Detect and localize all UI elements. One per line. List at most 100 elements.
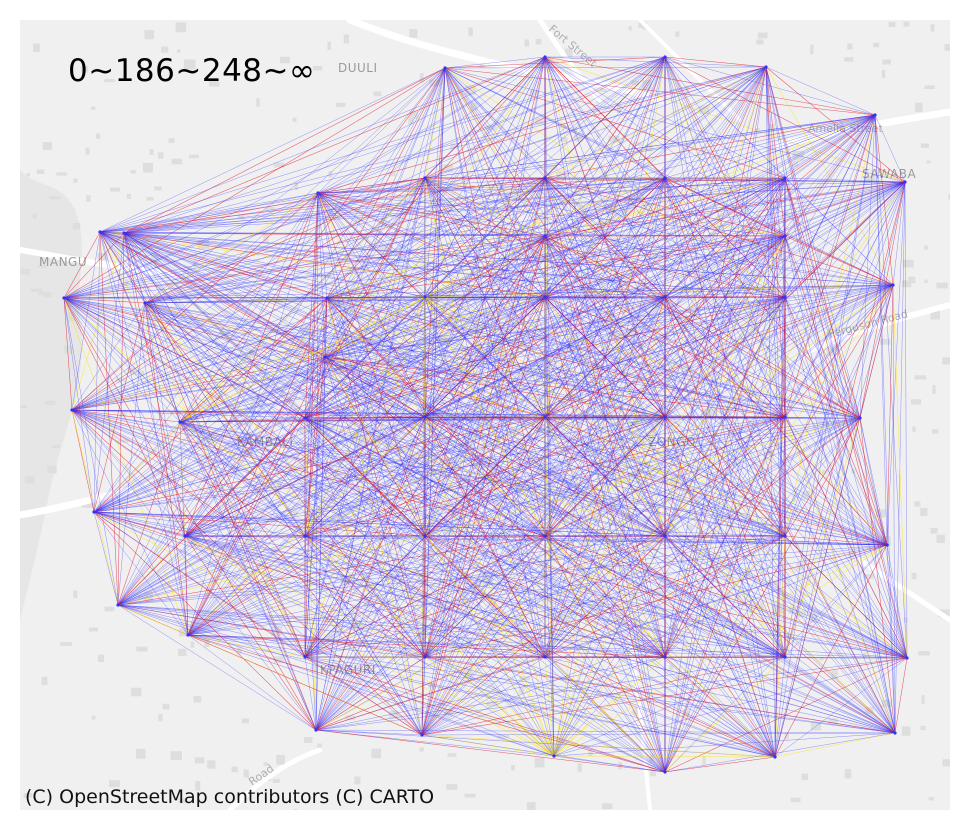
flow-line	[324, 356, 786, 537]
building-footprint	[381, 217, 387, 227]
flow-line	[187, 535, 666, 636]
building-footprint	[819, 657, 824, 661]
flow-line	[71, 409, 306, 419]
flow-line	[304, 656, 555, 757]
flow-line	[71, 409, 189, 636]
building-footprint	[49, 196, 61, 200]
flow-line	[315, 56, 666, 731]
building-footprint	[419, 747, 424, 752]
flow-line	[784, 181, 906, 537]
flow-line	[664, 177, 888, 546]
building-footprint	[583, 541, 588, 547]
flow-line	[324, 296, 786, 358]
flow-line	[784, 417, 861, 537]
flow-line	[664, 56, 876, 116]
flow-line	[71, 296, 666, 411]
flow-line	[304, 417, 555, 757]
flow-line	[664, 535, 908, 659]
building-footprint	[230, 466, 240, 471]
flow-line	[784, 416, 888, 546]
od-node-n28	[783, 415, 787, 419]
flow-line	[894, 657, 908, 734]
building-footprint	[178, 798, 186, 804]
building-footprint	[355, 218, 361, 223]
flow-line	[123, 232, 326, 358]
flow-line	[553, 416, 666, 757]
flow-line	[99, 114, 876, 233]
flow-line	[93, 511, 189, 636]
flow-line	[324, 235, 786, 358]
flow-line	[187, 634, 908, 659]
flow-line	[784, 114, 876, 237]
building-footprint	[90, 106, 96, 110]
flow-line	[317, 192, 896, 734]
flow-line	[326, 297, 423, 736]
flow-line	[93, 235, 546, 513]
flow-line	[784, 296, 896, 734]
flow-line	[71, 296, 786, 411]
building-footprint	[150, 254, 160, 263]
flow-line	[317, 56, 546, 194]
building-footprint	[542, 253, 553, 262]
flow-line	[553, 544, 888, 757]
building-footprint	[204, 637, 210, 648]
building-footprint	[178, 648, 187, 656]
building-footprint	[170, 751, 182, 760]
flow-line	[63, 235, 546, 299]
od-node-n31	[183, 534, 187, 538]
flow-line	[544, 535, 896, 734]
building-footprint	[227, 296, 233, 302]
flow-line	[784, 284, 894, 298]
flow-line	[664, 235, 786, 418]
building-footprint	[47, 465, 57, 474]
map-frame[interactable]: DUULI SAWABA MANGU KAMBALI ZONGO KPAGURI…	[20, 20, 950, 810]
flow-line	[99, 231, 306, 419]
od-node-n15	[143, 301, 147, 305]
flow-line	[304, 296, 546, 419]
building-footprint	[243, 449, 253, 457]
flow-line	[144, 302, 426, 537]
building-footprint	[930, 528, 938, 534]
building-footprint	[207, 760, 216, 769]
flow-line	[71, 409, 546, 418]
flow-line	[544, 535, 776, 758]
flow-line	[304, 656, 896, 734]
flow-line	[63, 232, 125, 299]
flow-line	[63, 297, 146, 304]
flow-line	[892, 181, 906, 286]
flow-line	[117, 604, 666, 658]
building-footprint	[432, 420, 436, 430]
building-footprint	[142, 162, 153, 173]
building-footprint	[458, 443, 468, 447]
building-footprint	[328, 171, 333, 178]
od-node-n36	[783, 534, 787, 538]
building-footprint	[560, 137, 568, 142]
od-node-n44	[783, 655, 787, 659]
flow-line	[424, 67, 446, 298]
building-footprint	[72, 222, 81, 230]
building-footprint	[273, 656, 285, 664]
flow-line	[93, 177, 426, 513]
flow-line	[544, 235, 786, 537]
flow-line	[424, 535, 786, 658]
building-footprint	[880, 338, 891, 345]
flow-line	[324, 356, 776, 758]
map-canvas[interactable]: DUULI SAWABA MANGU KAMBALI ZONGO KPAGURI…	[20, 20, 950, 810]
od-node-n49	[663, 770, 667, 774]
flow-line	[123, 232, 786, 418]
flow-line	[187, 417, 861, 636]
flow-line	[187, 177, 786, 636]
flow-line	[144, 235, 786, 304]
building-footprint	[183, 59, 196, 70]
flow-line	[315, 181, 906, 731]
building-footprint	[147, 224, 158, 228]
building-footprint	[573, 133, 583, 142]
building-footprint	[273, 162, 285, 168]
flow-line	[544, 656, 555, 757]
flow-line	[144, 302, 786, 418]
flow-line	[187, 634, 546, 658]
building-footprint	[602, 803, 613, 810]
flow-line	[544, 181, 906, 298]
flow-line	[324, 356, 546, 418]
flow-line	[93, 356, 326, 513]
